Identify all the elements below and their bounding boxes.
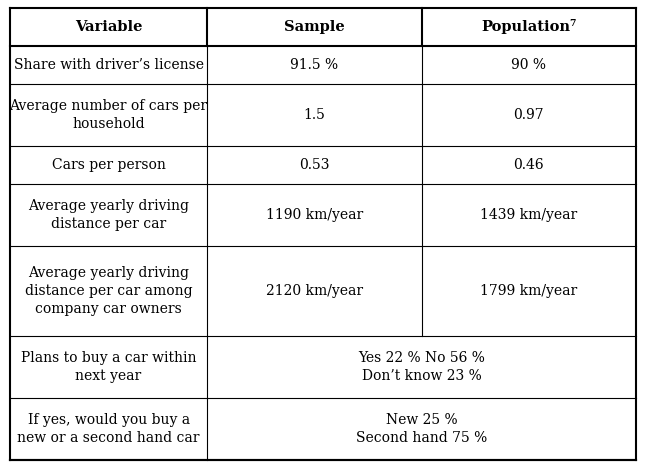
Text: Don’t know 23 %: Don’t know 23 % <box>362 369 481 383</box>
Text: 0.97: 0.97 <box>514 108 544 122</box>
Text: company car owners: company car owners <box>36 302 182 316</box>
Text: 0.46: 0.46 <box>514 158 544 172</box>
Text: 90 %: 90 % <box>511 58 547 72</box>
Text: Cars per person: Cars per person <box>52 158 165 172</box>
Text: 1.5: 1.5 <box>304 108 326 122</box>
Text: 2120 km/year: 2120 km/year <box>266 284 363 298</box>
Text: Plans to buy a car within: Plans to buy a car within <box>21 351 196 365</box>
Text: 1799 km/year: 1799 km/year <box>480 284 578 298</box>
Text: Average yearly driving: Average yearly driving <box>28 199 189 213</box>
Text: new or a second hand car: new or a second hand car <box>17 431 200 445</box>
Text: Population⁷: Population⁷ <box>481 20 576 35</box>
Text: 91.5 %: 91.5 % <box>290 58 339 72</box>
Text: distance per car: distance per car <box>51 217 166 231</box>
Text: distance per car among: distance per car among <box>25 284 193 298</box>
Text: 0.53: 0.53 <box>299 158 329 172</box>
Text: Average yearly driving: Average yearly driving <box>28 266 189 280</box>
Text: Yes 22 % No 56 %: Yes 22 % No 56 % <box>358 351 485 365</box>
Text: Variable: Variable <box>75 20 142 34</box>
Text: Average number of cars per: Average number of cars per <box>10 99 207 113</box>
Text: Sample: Sample <box>284 20 345 34</box>
Text: Share with driver’s license: Share with driver’s license <box>14 58 203 72</box>
Text: If yes, would you buy a: If yes, would you buy a <box>28 413 190 427</box>
Text: household: household <box>72 117 145 131</box>
Text: Second hand 75 %: Second hand 75 % <box>356 431 487 445</box>
Text: 1439 km/year: 1439 km/year <box>480 208 578 222</box>
Text: next year: next year <box>76 369 141 383</box>
Text: New 25 %: New 25 % <box>386 413 457 427</box>
Text: 1190 km/year: 1190 km/year <box>266 208 363 222</box>
